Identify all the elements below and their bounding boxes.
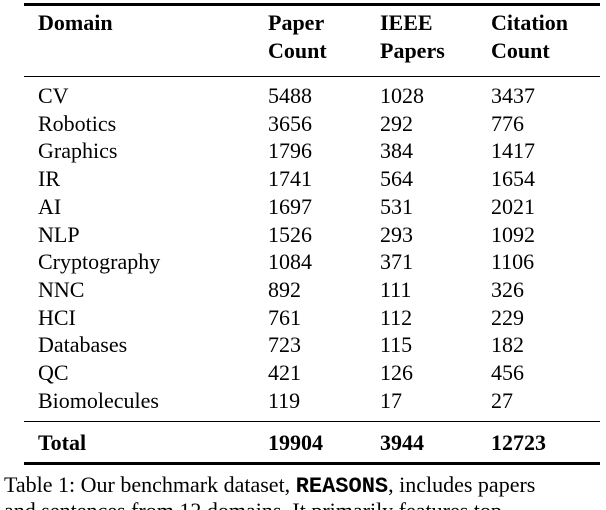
cell: 17 xyxy=(380,387,402,413)
cell: 1028 xyxy=(380,83,424,108)
cell: 326 xyxy=(491,276,524,302)
cell: 761 xyxy=(268,304,301,330)
column-header: Paper xyxy=(268,10,325,35)
total-cell: 3944 xyxy=(380,430,424,455)
cell: 182 xyxy=(491,332,524,358)
column-header: Count xyxy=(491,38,550,63)
row-label: Databases xyxy=(38,332,128,358)
caption-text: Table 1: Our benchmark dataset, xyxy=(4,472,296,497)
cell: 1106 xyxy=(491,249,535,275)
dataset-name: REASONS xyxy=(295,474,389,499)
row-label: HCI xyxy=(38,304,76,330)
cell: 5488 xyxy=(268,83,312,108)
cell: 1417 xyxy=(491,138,535,164)
cell: 1697 xyxy=(268,193,312,219)
cell: 456 xyxy=(491,360,524,385)
caption: Table 1: Our benchmark dataset, REASONS,… xyxy=(4,472,535,500)
mid-rule xyxy=(24,76,600,77)
cell: 776 xyxy=(491,110,524,136)
row-label: NLP xyxy=(38,221,80,247)
total-cell: 12723 xyxy=(491,430,546,455)
cell: 1092 xyxy=(491,221,535,247)
bottom-rule xyxy=(24,462,600,465)
row-label: Graphics xyxy=(38,138,118,164)
cell: 3656 xyxy=(268,110,312,136)
total-cell: 19904 xyxy=(268,430,323,455)
cell: 371 xyxy=(380,249,413,275)
cell: 421 xyxy=(268,360,301,385)
column-header: Count xyxy=(268,38,327,63)
cell: 1526 xyxy=(268,221,312,247)
total-rule xyxy=(24,421,600,422)
top-rule xyxy=(24,3,600,6)
row-label: QC xyxy=(38,360,69,385)
column-header: IEEE xyxy=(380,10,433,35)
row-label: NNC xyxy=(38,276,85,302)
row-label: CV xyxy=(38,83,69,108)
cell: 1654 xyxy=(491,166,535,192)
column-header: Domain xyxy=(38,10,113,35)
row-label: AI xyxy=(38,193,62,219)
cell: 1741 xyxy=(268,166,312,192)
cell: 126 xyxy=(380,360,413,385)
caption-line: and sentences from 12 domains. It primar… xyxy=(4,498,502,510)
row-label: Cryptography xyxy=(38,249,161,275)
column-header: Papers xyxy=(380,38,445,63)
cell: 112 xyxy=(380,304,413,330)
cell: 111 xyxy=(380,276,412,302)
cell: 531 xyxy=(380,193,413,219)
cell: 293 xyxy=(380,221,413,247)
cell: 892 xyxy=(268,276,301,302)
cell: 564 xyxy=(380,166,413,192)
caption-text: , includes papers xyxy=(388,472,536,497)
cell: 1084 xyxy=(268,249,312,275)
row-label: IR xyxy=(38,166,60,192)
cell: 384 xyxy=(380,138,413,164)
cell: 27 xyxy=(491,387,513,413)
cell: 115 xyxy=(380,332,413,358)
row-label: Robotics xyxy=(38,110,117,136)
cell: 3437 xyxy=(491,83,535,108)
column-header: Citation xyxy=(491,10,568,35)
row-label: Biomolecules xyxy=(38,387,159,413)
cell: 2021 xyxy=(491,193,535,219)
cell: 292 xyxy=(380,110,413,136)
cell: 229 xyxy=(491,304,524,330)
cell: 1796 xyxy=(268,138,312,164)
cell: 723 xyxy=(268,332,301,358)
cell: 119 xyxy=(268,387,301,413)
total-label: Total xyxy=(38,430,87,455)
